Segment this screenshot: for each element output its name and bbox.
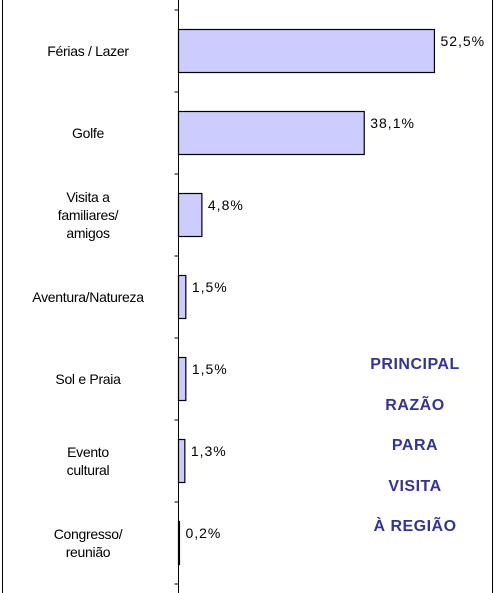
category-label: Sol e Praia xyxy=(55,371,121,387)
category-label: Congresso/ reunião xyxy=(53,526,123,560)
data-label: 1,5% xyxy=(191,279,228,295)
bar xyxy=(177,438,186,484)
category-label: Férias / Lazer xyxy=(47,43,129,59)
data-label: 38,1% xyxy=(370,115,415,131)
data-label: 52,5% xyxy=(440,33,486,49)
annotation: PRINCIPAL RAZÃO PARA VISITA À REGIÃO xyxy=(370,356,460,535)
bar xyxy=(177,110,365,156)
data-label: 0,2% xyxy=(185,525,222,541)
category-label: Golfe xyxy=(72,125,104,141)
category-label: Aventura/Natureza xyxy=(32,289,144,305)
data-label: 4,8% xyxy=(207,197,244,213)
category-label: Evento cultural xyxy=(66,444,110,478)
bar xyxy=(177,192,203,238)
bar xyxy=(177,274,187,320)
bar xyxy=(177,520,181,566)
bar xyxy=(177,28,436,74)
data-label: 1,3% xyxy=(190,443,227,459)
data-label: 1,5% xyxy=(191,361,228,377)
bar xyxy=(177,356,187,402)
category-label: Visita a familiares/ amigos xyxy=(57,189,119,241)
